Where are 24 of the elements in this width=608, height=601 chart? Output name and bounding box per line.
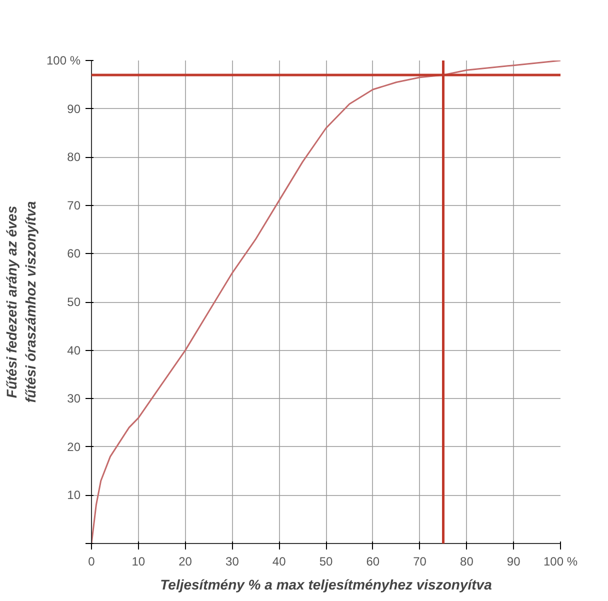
y-axis-title: Fűtési fedezeti arány az éves fűtési óraszámhoz viszonyítva [3, 201, 38, 403]
y-tick-label: 90 [67, 102, 81, 116]
y-tick-label: 50 [67, 295, 81, 309]
y-tick-label: 80 [67, 150, 81, 164]
x-tick-label: 70 [413, 554, 427, 568]
x-tick-label: 50 [319, 554, 333, 568]
x-tick-label: 20 [178, 554, 192, 568]
y-tick-label: 60 [67, 246, 81, 261]
y-tick-label: 30 [67, 392, 81, 406]
x-tick-label: 40 [272, 554, 286, 568]
x-tick-label: 60 [366, 554, 380, 568]
x-tick-label: 90 [506, 554, 521, 568]
x-tick-label: 30 [226, 554, 240, 568]
y-tick-label: 100 % [46, 54, 81, 68]
x-tick-label: 100 % [543, 554, 578, 568]
y-tick-label: 20 [67, 440, 81, 454]
y-tick-label: 70 [67, 198, 81, 212]
x-tick-label: 10 [132, 554, 146, 568]
x-tick-label: 0 [88, 554, 96, 568]
y-tick-label: 40 [67, 343, 81, 358]
line-series [92, 60, 560, 544]
x-axis-title: Teljesítmény % a max teljesítményhez viszonyítva [160, 576, 492, 592]
x-tick-label: 80 [460, 554, 474, 568]
y-tick-label: 10 [67, 488, 81, 502]
